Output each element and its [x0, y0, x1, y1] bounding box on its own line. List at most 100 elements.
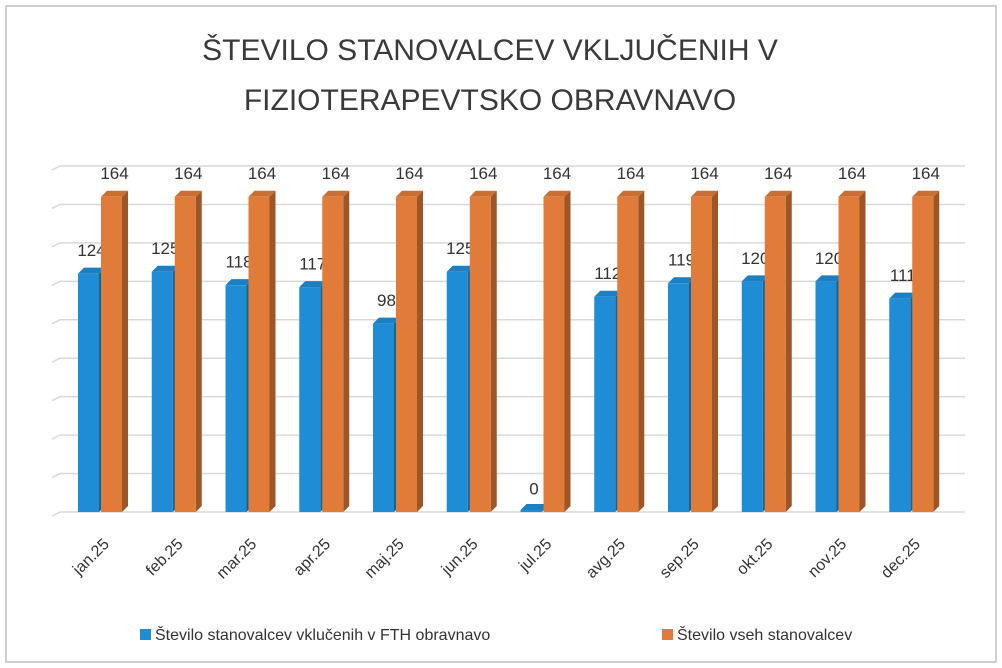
bar: [396, 196, 417, 512]
data-label: 111: [890, 266, 916, 285]
bar: [322, 196, 344, 512]
bar-side: [343, 190, 350, 512]
bar: [446, 271, 468, 512]
data-label: 164: [543, 164, 571, 183]
data-label: 117: [299, 255, 326, 274]
data-label: 164: [764, 164, 792, 183]
bar-top: [691, 190, 718, 197]
data-label: 125: [151, 239, 179, 258]
bar-side: [417, 190, 423, 512]
legend-label: Število stanovalcev vklučenih v FTH obra…: [155, 625, 490, 644]
grid-line: [51, 242, 61, 248]
bar: [838, 196, 860, 512]
bar: [299, 287, 321, 512]
bar: [912, 196, 934, 512]
bar-side: [859, 190, 866, 512]
bar-top: [78, 267, 105, 274]
legend-swatch: [662, 629, 673, 640]
grid-line: [51, 280, 61, 287]
grid-line: [51, 395, 61, 402]
data-label: 118: [225, 253, 252, 272]
bar: [520, 510, 542, 512]
chart-title: ŠTEVILO STANOVALCEV VKLJUČENIH V: [202, 33, 778, 67]
bar-top: [838, 190, 866, 197]
bar-side: [933, 190, 940, 512]
data-label: 164: [322, 164, 350, 183]
bar: [889, 298, 911, 512]
data-label: 164: [248, 164, 276, 183]
grid-line: [51, 434, 61, 440]
grid-line: [51, 203, 61, 210]
data-label: 119: [668, 251, 695, 270]
legend-label: Število vseh stanovalcev: [677, 625, 852, 644]
data-label: 0: [529, 479, 538, 498]
data-label: 164: [690, 164, 718, 183]
bar-top: [248, 190, 276, 197]
bar-top: [594, 290, 622, 297]
data-label: 112: [594, 264, 621, 283]
legend-swatch: [140, 629, 151, 640]
bar: [543, 196, 565, 512]
bar-top: [764, 190, 792, 197]
bar-top: [617, 190, 645, 197]
data-label: 164: [469, 164, 497, 183]
data-label: 98: [377, 291, 396, 310]
bar-top: [912, 190, 940, 197]
bar: [594, 296, 616, 512]
bar: [101, 196, 122, 512]
data-label: 120: [815, 249, 843, 268]
bar-top: [322, 190, 350, 197]
data-label: 125: [446, 239, 474, 258]
data-label: 164: [395, 164, 423, 183]
bar: [225, 285, 247, 512]
bar-top: [151, 265, 179, 272]
bar-top: [741, 275, 769, 282]
data-label: 164: [174, 164, 202, 183]
bar: [373, 323, 394, 512]
bar-side: [712, 190, 718, 512]
bar-side: [564, 190, 571, 512]
bar: [248, 196, 270, 512]
bar: [151, 271, 173, 512]
bar-top: [469, 190, 497, 197]
bar-side: [638, 190, 645, 512]
bar-side: [122, 190, 128, 512]
grid-line: [51, 472, 61, 479]
chart-title: FIZIOTERAPEVTSKO OBRAVNAVO: [244, 84, 736, 117]
bar-top: [668, 277, 695, 284]
bar-side: [490, 190, 497, 512]
bar-top: [543, 190, 571, 197]
bar: [617, 196, 639, 512]
bar: [691, 196, 712, 512]
bar: [764, 196, 786, 512]
bar-top: [174, 190, 202, 197]
bar: [668, 283, 689, 512]
bar-top: [520, 504, 548, 510]
bar: [78, 273, 99, 512]
bar: [741, 281, 763, 512]
grid-line: [51, 165, 61, 171]
bar-top: [299, 281, 327, 288]
bar-top: [889, 292, 917, 299]
bar: [469, 196, 491, 512]
data-label: 164: [838, 164, 866, 183]
data-label: 124: [77, 241, 105, 260]
data-label: 164: [912, 164, 940, 183]
bar-top: [815, 275, 843, 282]
bar-top: [225, 279, 253, 286]
grid-line: [51, 511, 61, 517]
grid-line: [51, 319, 61, 325]
bar-top: [101, 190, 128, 197]
data-label: 164: [617, 164, 645, 183]
bar-side: [785, 190, 792, 512]
bar-side: [269, 190, 276, 512]
bar-top: [396, 190, 423, 197]
grid-line: [51, 357, 61, 363]
data-label: 164: [100, 164, 128, 183]
bar-side: [195, 190, 202, 512]
bar: [815, 281, 837, 512]
data-label: 120: [741, 249, 769, 268]
bar: [174, 196, 196, 512]
bar-top: [373, 317, 400, 324]
